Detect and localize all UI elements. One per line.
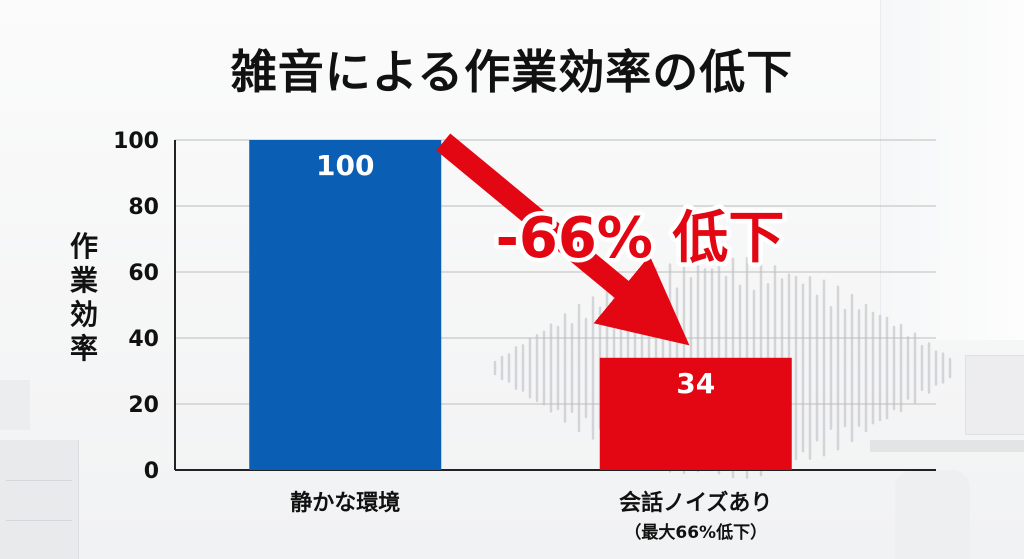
y-tick-label: 0: [144, 459, 159, 484]
y-tick-label: 80: [128, 195, 159, 220]
background-desk: [870, 440, 1024, 452]
y-tick-label: 20: [128, 393, 159, 418]
x-category-label: 会話ノイズあり: [619, 490, 772, 516]
y-tick-label: 100: [113, 129, 159, 154]
y-tick-label: 40: [128, 327, 159, 352]
y-axis-label: 作業効率: [69, 230, 98, 365]
background-shelf: [0, 380, 30, 430]
background-cabinet: [0, 440, 79, 559]
background-monitor: [965, 355, 1024, 435]
background-window: [880, 0, 1024, 340]
y-tick-label: 60: [128, 261, 159, 286]
bar-value-label: 34: [676, 367, 715, 400]
bar-2: [599, 357, 792, 470]
chart-title: 雑音による作業効率の低下: [230, 45, 794, 99]
background-chair: [895, 470, 970, 559]
bar-1: [249, 140, 442, 470]
decrease-callout: -66% 低下: [496, 206, 785, 271]
x-category-label: 静かな環境: [290, 490, 400, 516]
decrease-arrow: [436, 133, 690, 346]
bar-value-label: 100: [316, 149, 374, 182]
x-category-note: （最大66%低下）: [624, 522, 767, 543]
